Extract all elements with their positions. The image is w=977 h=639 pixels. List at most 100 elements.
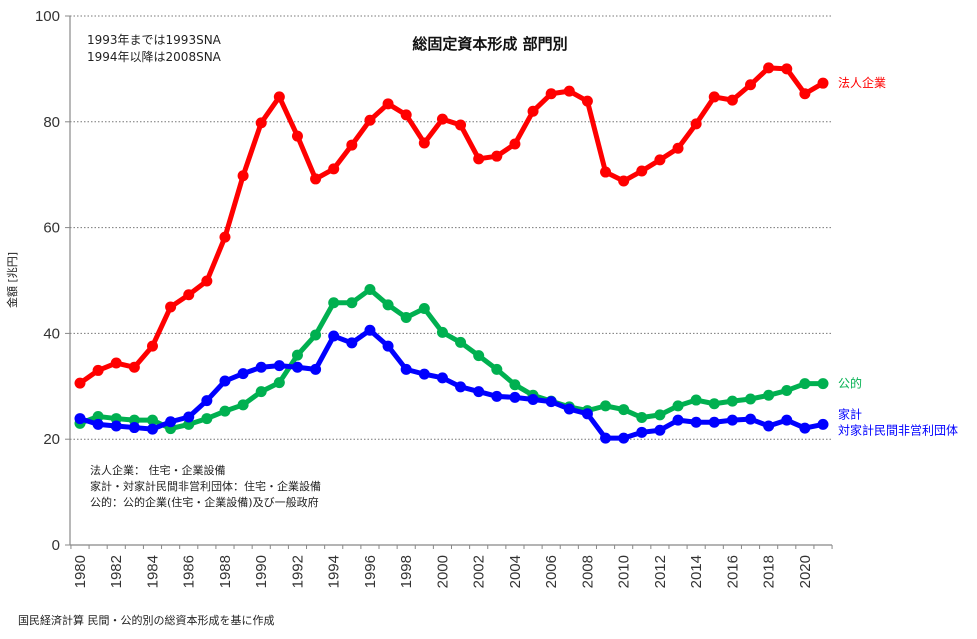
data-point [527, 394, 539, 406]
x-tick-label: 1980 [72, 555, 89, 588]
data-point [255, 361, 267, 373]
data-point [509, 379, 521, 391]
data-point [491, 363, 503, 375]
y-tick-label: 100 [35, 8, 60, 25]
series-label: 公的 [838, 376, 862, 391]
data-point [636, 426, 648, 438]
data-point [382, 299, 394, 311]
data-point [436, 372, 448, 384]
data-point [418, 303, 430, 315]
data-point [219, 405, 231, 417]
data-point [237, 399, 249, 411]
x-tick-label: 1994 [326, 555, 343, 588]
data-point [382, 340, 394, 352]
data-point [310, 363, 322, 375]
data-point [708, 398, 720, 410]
data-point [745, 79, 757, 91]
data-point [690, 394, 702, 406]
data-point [328, 297, 340, 309]
x-tick-label: 1984 [144, 555, 161, 588]
data-point [346, 139, 358, 151]
data-point [418, 368, 430, 380]
data-point [491, 150, 503, 162]
x-tick-label: 2008 [579, 555, 596, 588]
data-point [726, 94, 738, 106]
series-label: 法人企業 [838, 75, 886, 90]
data-point [618, 404, 630, 416]
data-point [545, 88, 557, 100]
data-point [346, 297, 358, 309]
series-label: 家計 [838, 406, 862, 421]
source-note: 国民経済計算 民間・公的別の総資本形成を基に作成 [18, 613, 275, 627]
category-note-1: 法人企業： 住宅・企業設備 [90, 463, 226, 477]
data-point [418, 137, 430, 149]
data-point [110, 420, 122, 432]
data-point [817, 77, 829, 89]
data-point [654, 424, 666, 436]
x-tick-label: 1998 [398, 555, 415, 588]
data-point [726, 395, 738, 407]
data-point [781, 63, 793, 75]
data-point [291, 130, 303, 142]
data-point [763, 389, 775, 401]
data-point [255, 386, 267, 398]
data-point [563, 85, 575, 97]
data-point [473, 386, 485, 398]
data-point [509, 391, 521, 403]
data-point [817, 418, 829, 430]
data-point [745, 393, 757, 405]
data-point [400, 363, 412, 375]
data-point [146, 414, 158, 426]
data-point [473, 153, 485, 165]
x-ticks: 1980 1982 1984 1986 1988 1990 1992 1994 1996 1998… [70, 545, 833, 588]
x-tick-label: 2002 [471, 555, 488, 588]
data-point [183, 289, 195, 301]
data-point [654, 409, 666, 421]
data-point [146, 423, 158, 435]
data-point [672, 414, 684, 426]
data-point [600, 432, 612, 444]
data-point [581, 95, 593, 107]
category-note-3: 公的：公的企業(住宅・企業設備)及び一般政府 [90, 495, 319, 509]
data-point [455, 336, 467, 348]
data-point [781, 414, 793, 426]
data-point [364, 283, 376, 295]
data-point [255, 117, 267, 129]
data-point [745, 413, 757, 425]
y-axis-label: 金額 [兆円] [5, 252, 19, 308]
data-point [455, 381, 467, 393]
x-tick-label: 2004 [507, 555, 524, 588]
y-tick-label: 80 [43, 114, 60, 131]
data-point [799, 422, 811, 434]
sna-annotation-2: 1994年以降は2008SNA [87, 50, 222, 64]
data-point [473, 350, 485, 362]
data-point [165, 416, 177, 428]
data-point [201, 395, 213, 407]
data-point [600, 166, 612, 178]
x-tick-label: 2010 [616, 555, 633, 588]
chart-title: 総固定資本形成 部門別 [412, 35, 567, 53]
data-point [636, 165, 648, 177]
data-point [328, 163, 340, 175]
data-point [636, 412, 648, 424]
data-point [74, 413, 86, 425]
data-point [491, 390, 503, 402]
data-point [708, 416, 720, 428]
data-point [273, 360, 285, 372]
data-point [364, 114, 376, 126]
data-point [726, 414, 738, 426]
series-label: 対家計民間非営利団体 [838, 422, 958, 437]
x-tick-label: 1990 [253, 555, 270, 588]
x-tick-label: 1986 [181, 555, 198, 588]
x-tick-label: 2016 [724, 555, 741, 588]
y-tick-label: 20 [43, 431, 60, 448]
x-tick-label: 2018 [761, 555, 778, 588]
data-point [74, 377, 86, 389]
x-tick-label: 1992 [289, 555, 306, 588]
data-point [219, 375, 231, 387]
data-point [201, 413, 213, 425]
data-point [600, 400, 612, 412]
data-point [781, 385, 793, 397]
data-point [527, 105, 539, 117]
